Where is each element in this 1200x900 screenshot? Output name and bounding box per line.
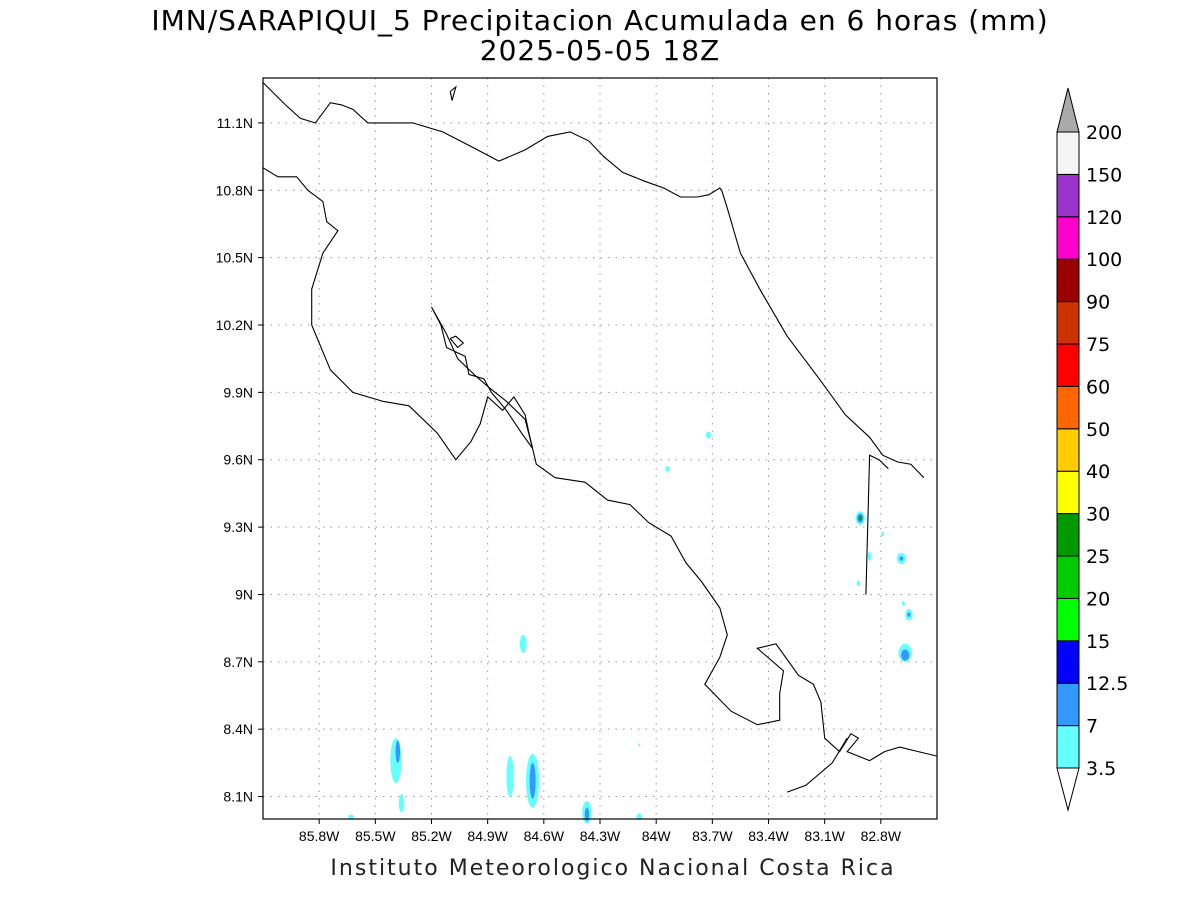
- colorbar-under-arrow: [1056, 767, 1080, 812]
- colorbar-swatch: [1056, 258, 1080, 303]
- lat-tick-label: 9.3N: [223, 519, 253, 535]
- colorbar-label: 60: [1086, 376, 1110, 398]
- colorbar-swatch: [1056, 385, 1080, 430]
- colorbar-swatch: [1056, 131, 1080, 175]
- map-subtitle: 2025-05-05 18Z: [479, 34, 721, 67]
- precip-cell: [867, 551, 872, 561]
- colorbar-swatch: [1056, 470, 1080, 515]
- colorbar-swatch: [1056, 682, 1080, 727]
- lat-tick-label: 10.2N: [216, 317, 253, 333]
- lat-tick-label: 9.9N: [223, 384, 253, 400]
- coastline: [787, 737, 848, 793]
- colorbar-label: 7: [1086, 716, 1098, 738]
- precip-cell: [348, 814, 354, 819]
- precipitation-contours: [348, 431, 913, 824]
- lon-tick-label: 84.9W: [467, 828, 508, 844]
- lon-tick-label: 82.8W: [861, 828, 902, 844]
- coastline: [262, 167, 938, 762]
- lon-tick-label: 85.8W: [299, 828, 340, 844]
- precip-cell: [395, 740, 401, 763]
- colorbar: 3.5 7 12.5 15 20 25 30 40 50 60 75 90 100 120 150 200: [1056, 87, 1128, 812]
- coastline: [449, 335, 465, 349]
- precip-cell: [529, 762, 536, 799]
- precip-cell: [858, 515, 862, 521]
- precip-cell: [638, 743, 641, 747]
- coastlines: [262, 82, 938, 793]
- lat-tick-label: 10.8N: [216, 182, 253, 198]
- precip-cell: [881, 531, 885, 537]
- precip-cell: [390, 738, 402, 784]
- lat-tick-label: 8.7N: [223, 654, 253, 670]
- lat-tick-label: 10.5N: [216, 250, 253, 266]
- coastline: [449, 85, 457, 101]
- footer-credit: Instituto Meteorologico Nacional Costa R…: [330, 856, 896, 881]
- colorbar-label: 150: [1086, 164, 1122, 186]
- lat-tick-label: 9N: [235, 586, 253, 602]
- lon-tick-label: 85.2W: [411, 828, 452, 844]
- colorbar-over-arrow: [1056, 87, 1080, 133]
- colorbar-swatch: [1056, 343, 1080, 387]
- coastline: [262, 82, 925, 479]
- colorbar-label: 15: [1086, 631, 1110, 653]
- colorbar-swatch: [1056, 513, 1080, 557]
- colorbar-swatch: [1056, 301, 1080, 345]
- colorbar-swatch: [1056, 555, 1080, 599]
- lon-tick-label: 83.7W: [692, 828, 733, 844]
- colorbar-label: 100: [1086, 249, 1122, 271]
- precip-cell: [506, 756, 514, 797]
- precip-cell: [856, 580, 861, 586]
- colorbar-label: 50: [1086, 419, 1110, 441]
- colorbar-label: 200: [1086, 122, 1122, 144]
- map-grid: [263, 78, 937, 819]
- colorbar-label: 90: [1086, 292, 1110, 314]
- colorbar-label: 25: [1086, 546, 1110, 568]
- lon-tick-label: 83.4W: [748, 828, 789, 844]
- colorbar-label: 3.5: [1086, 758, 1116, 780]
- lon-tick-label: 84W: [642, 828, 672, 844]
- colorbar-label: 120: [1086, 207, 1122, 229]
- colorbar-swatch: [1056, 428, 1080, 472]
- colorbar-label: 20: [1086, 588, 1110, 610]
- precip-cell: [907, 612, 911, 617]
- colorbar-label: 75: [1086, 334, 1110, 356]
- colorbar-swatch: [1056, 640, 1080, 684]
- precip-cell: [584, 807, 590, 822]
- lat-tick-label: 9.6N: [223, 452, 253, 468]
- lon-tick-label: 84.6W: [524, 828, 565, 844]
- axis-ticks: 85.8W 85.5W 85.2W 84.9W 84.6W 84.3W 84W 83.7W 83…: [216, 115, 902, 844]
- lat-tick-label: 11.1N: [217, 115, 253, 131]
- map-frame: [262, 77, 938, 820]
- precip-cell: [901, 601, 905, 606]
- colorbar-swatch: [1056, 216, 1080, 260]
- precip-cell: [901, 649, 910, 661]
- colorbar-label: 40: [1086, 461, 1110, 483]
- colorbar-swatch: [1056, 725, 1080, 769]
- precip-cell: [665, 466, 670, 472]
- lon-tick-label: 85.5W: [355, 828, 396, 844]
- precip-cell: [705, 431, 712, 439]
- lon-tick-label: 83.1W: [804, 828, 845, 844]
- coastline: [865, 454, 889, 595]
- colorbar-swatch: [1056, 173, 1080, 218]
- precip-cell: [398, 794, 405, 813]
- lat-tick-label: 8.4N: [223, 721, 253, 737]
- coastline: [431, 306, 534, 449]
- lon-tick-label: 84.3W: [580, 828, 621, 844]
- colorbar-label: 30: [1086, 504, 1110, 526]
- colorbar-label: 12.5: [1086, 673, 1128, 695]
- colorbar-swatch: [1056, 597, 1080, 642]
- map-title: IMN/SARAPIQUI_5 Precipitacion Acumulada …: [151, 4, 1049, 37]
- precip-cell: [899, 556, 904, 561]
- lat-tick-label: 8.1N: [223, 789, 253, 805]
- precip-cell: [519, 634, 527, 653]
